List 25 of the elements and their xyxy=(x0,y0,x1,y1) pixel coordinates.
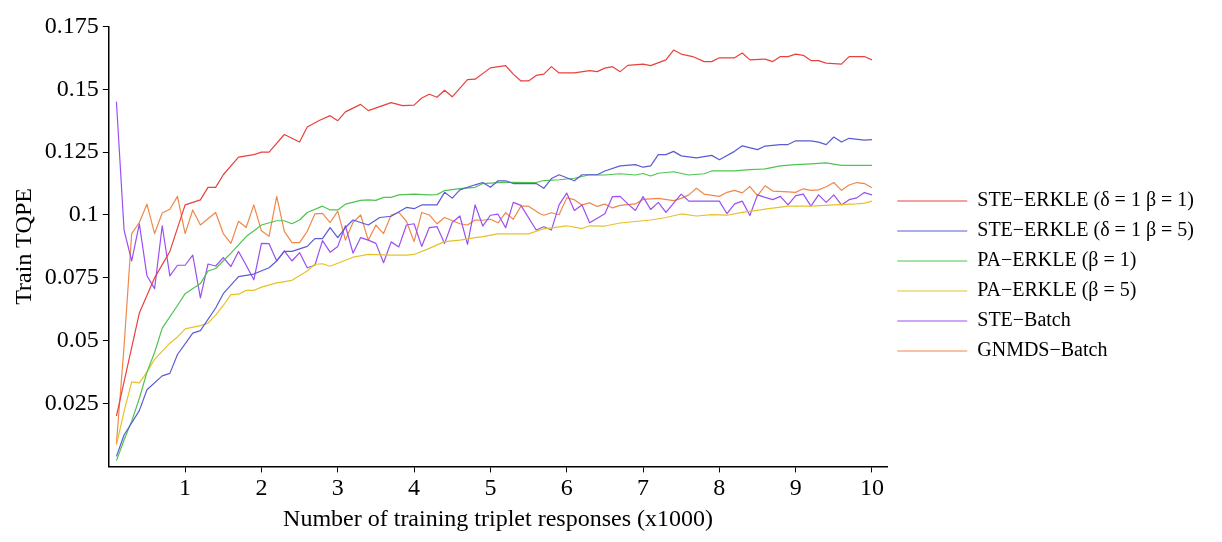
x-tick-label: 5 xyxy=(484,474,497,501)
x-tick-label: 9 xyxy=(789,474,802,501)
x-tick-label: 4 xyxy=(408,474,421,501)
y-tick-label: 0.05 xyxy=(56,325,99,352)
legend-label: STE−ERKLE (δ = 1 β = 5) xyxy=(977,218,1194,242)
legend-label: STE−Batch xyxy=(977,308,1071,331)
y-tick-label: 0.15 xyxy=(56,74,99,101)
x-tick-label: 8 xyxy=(713,474,726,501)
legend-label: PA−ERKLE (β = 5) xyxy=(977,278,1137,302)
x-axis-title: Number of training triplet responses (x1000) xyxy=(283,504,713,531)
x-tick-label: 6 xyxy=(560,474,573,501)
x-tick-label: 3 xyxy=(331,474,344,501)
y-tick-label: 0.075 xyxy=(44,263,99,290)
x-tick-label: 10 xyxy=(859,474,884,501)
x-tick-label: 1 xyxy=(179,474,192,501)
y-axis-title: Train TQPE xyxy=(9,188,36,305)
x-tick-label: 7 xyxy=(637,474,650,501)
y-tick-label: 0.025 xyxy=(44,388,99,415)
legend-label: GNMDS−Batch xyxy=(977,338,1108,361)
y-tick-label: 0.125 xyxy=(44,137,99,164)
legend-label: STE−ERKLE (δ = 1 β = 1) xyxy=(977,188,1194,212)
y-tick-label: 0.175 xyxy=(44,11,99,38)
x-tick-label: 2 xyxy=(255,474,268,501)
legend-label: PA−ERKLE (β = 1) xyxy=(977,248,1137,272)
y-tick-label: 0.1 xyxy=(68,200,99,227)
